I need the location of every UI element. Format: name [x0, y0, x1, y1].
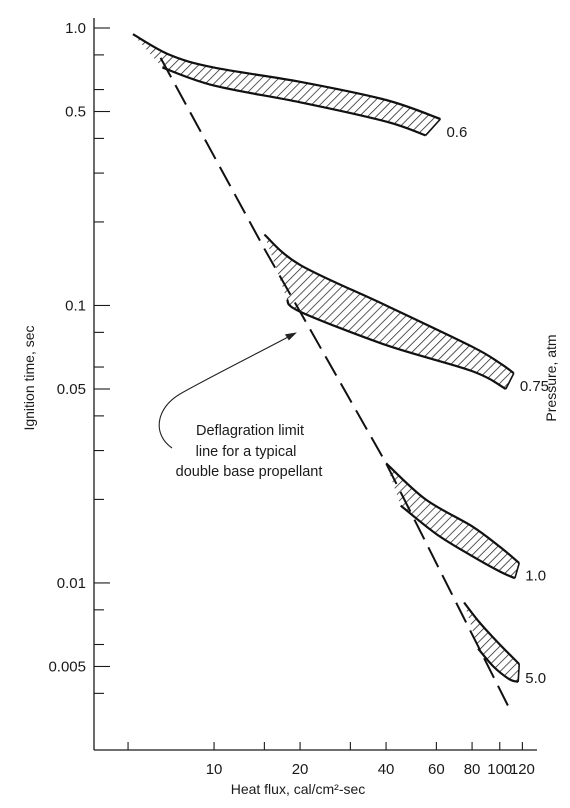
y-tick-label: 0.005 — [48, 658, 86, 675]
x-tick-label: 100 — [487, 761, 512, 778]
y-tick-label: 0.05 — [57, 381, 86, 398]
band-end-cap — [517, 664, 521, 682]
band-end-cap — [505, 372, 515, 390]
pressure-band-5.0: 5.0 — [463, 601, 546, 687]
band-upper-edge — [385, 462, 520, 564]
x-tick-label: 60 — [428, 761, 445, 778]
pressure-label: 0.6 — [446, 124, 467, 141]
band-lower-edge — [400, 504, 516, 580]
band-lower-edge — [162, 66, 426, 137]
pressure-band-1.0: 1.0 — [385, 462, 546, 585]
band-lower-edge — [286, 298, 507, 390]
band-lower-edge — [477, 647, 519, 683]
band-end-cap — [514, 562, 521, 579]
x-tick-label: 20 — [292, 761, 309, 778]
deflagration-limit — [159, 57, 513, 714]
x-tick-label: 10 — [206, 761, 223, 778]
band-upper-edge — [132, 33, 441, 121]
y-tick-label: 0.01 — [57, 575, 86, 592]
y-axis-title: Ignition time, sec — [21, 325, 37, 430]
band-upper-edge — [463, 601, 520, 665]
annotation-line-3: double base propellant — [176, 464, 323, 480]
band-hatch — [464, 602, 520, 682]
band-upper-edge — [263, 233, 515, 375]
pressure-bands: 0.6 0.75 1.0 5.0 — [132, 33, 549, 687]
y-tick-label: 1.0 — [65, 20, 86, 37]
y-axis-title-right: Pressure, atm — [543, 334, 559, 421]
axes — [93, 18, 537, 751]
x-tick-label: 80 — [464, 761, 481, 778]
y-tick-label: 0.1 — [65, 297, 86, 314]
deflagration-limit-line — [159, 57, 513, 714]
x-axis-title: Heat flux, cal/cm²-sec — [231, 781, 366, 797]
pressure-label: 5.0 — [525, 670, 546, 687]
band-hatch — [386, 463, 520, 579]
band-hatch — [264, 234, 514, 389]
pressure-band-0.75: 0.75 — [263, 233, 549, 395]
x-tick-label: 120 — [510, 761, 535, 778]
band-hatch — [132, 34, 441, 136]
pressure-band-0.6: 0.6 — [132, 33, 467, 141]
annotation-line-2: line for a typical — [196, 444, 297, 460]
pressure-label: 0.75 — [520, 378, 549, 395]
pressure-label: 1.0 — [525, 568, 546, 585]
annotation-line-1: Deflagration limit — [196, 423, 304, 439]
band-end-cap — [424, 118, 442, 136]
x-tick-label: 40 — [378, 761, 395, 778]
y-axis-ticks: 1.0 0.5 0.1 0.05 0.01 0.005 — [48, 20, 110, 694]
annotation-arrow — [158, 333, 294, 449]
deflagration-annotation: Deflagration limit line for a typical do… — [158, 332, 323, 480]
annotation-arrowhead — [284, 332, 297, 341]
y-tick-label: 0.5 — [65, 104, 86, 121]
